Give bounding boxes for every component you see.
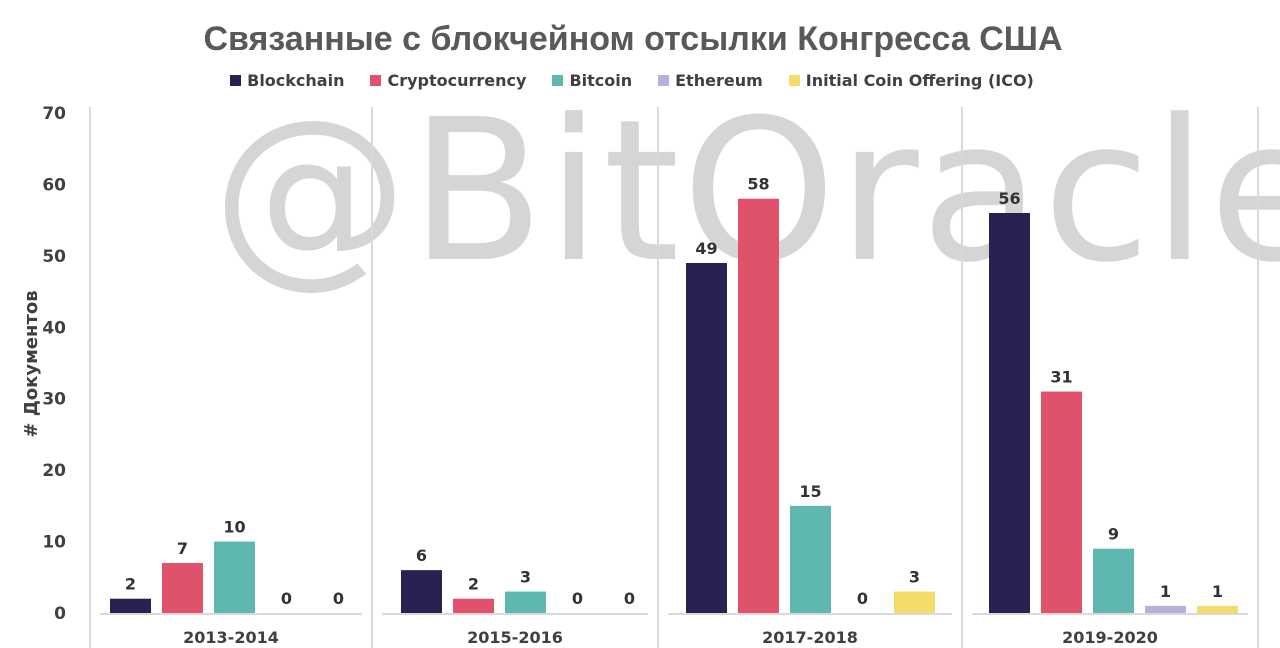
data-label: 0 xyxy=(281,589,292,608)
legend-label: Initial Coin Offering (ICO) xyxy=(805,71,1034,90)
legend-swatch xyxy=(788,75,800,86)
legend-label: Cryptocurrency xyxy=(387,71,527,90)
bar xyxy=(1197,605,1238,613)
data-label: 0 xyxy=(333,589,344,608)
legend-swatch xyxy=(370,75,382,86)
data-label: 0 xyxy=(857,589,868,608)
y-tick-label: 60 xyxy=(42,175,66,195)
bar xyxy=(162,563,203,613)
bar xyxy=(1145,605,1186,613)
data-label: 2 xyxy=(125,575,136,594)
data-label: 1 xyxy=(1160,582,1171,601)
data-label: 7 xyxy=(177,539,188,558)
data-label: 58 xyxy=(747,175,769,194)
data-label: 15 xyxy=(799,482,821,501)
category-label: 2019-2020 xyxy=(1062,628,1158,647)
legend-swatch xyxy=(552,75,564,86)
bar xyxy=(453,598,494,613)
bar xyxy=(790,505,831,613)
data-label: 49 xyxy=(695,239,717,258)
data-label: 1 xyxy=(1212,582,1223,601)
legend-swatch xyxy=(658,75,670,86)
data-label: 56 xyxy=(998,189,1020,208)
category-label: 2017-2018 xyxy=(762,628,858,647)
bar xyxy=(1041,391,1082,613)
legend-label: Ethereum xyxy=(675,71,763,90)
y-tick-label: 20 xyxy=(42,461,66,481)
bar xyxy=(989,213,1030,613)
legend-label: Bitcoin xyxy=(569,71,633,90)
data-label: 0 xyxy=(572,589,583,608)
y-tick-label: 10 xyxy=(42,533,66,553)
data-label: 0 xyxy=(624,589,635,608)
y-axis-label: # Документов xyxy=(21,290,42,437)
legend-item: Cryptocurrency xyxy=(370,71,526,90)
bar xyxy=(738,198,779,613)
legend-swatch xyxy=(230,75,242,86)
y-tick-label: 70 xyxy=(42,104,66,124)
data-label: 9 xyxy=(1108,525,1119,544)
bar xyxy=(401,570,442,613)
data-label: 10 xyxy=(223,518,245,537)
data-label: 3 xyxy=(909,568,920,587)
bar xyxy=(686,263,727,613)
bar xyxy=(214,541,255,613)
legend-item: Bitcoin xyxy=(552,71,632,90)
bar xyxy=(1093,548,1134,613)
y-tick-label: 50 xyxy=(42,247,66,267)
category-label: 2015-2016 xyxy=(467,628,563,647)
data-label: 6 xyxy=(416,546,427,565)
y-tick-label: 40 xyxy=(42,318,66,338)
legend-item: Initial Coin Offering (ICO) xyxy=(788,71,1034,90)
data-label: 3 xyxy=(520,568,531,587)
data-label: 2 xyxy=(468,575,479,594)
category-label: 2013-2014 xyxy=(183,628,279,647)
bar xyxy=(110,598,151,613)
legend-label: Blockchain xyxy=(247,71,345,90)
data-label: 31 xyxy=(1050,368,1072,387)
legend-item: Blockchain xyxy=(230,71,344,90)
legend: Blockchain Cryptocurrency Bitcoin Ethereum I… xyxy=(0,71,1264,90)
bar xyxy=(894,591,935,613)
y-tick-label: 0 xyxy=(54,604,66,624)
legend-item: Ethereum xyxy=(658,71,763,90)
chart-title: Связанные с блокчейном отсылки Конгресса… xyxy=(203,20,1063,58)
y-tick-label: 30 xyxy=(42,390,66,410)
bar xyxy=(505,591,546,613)
